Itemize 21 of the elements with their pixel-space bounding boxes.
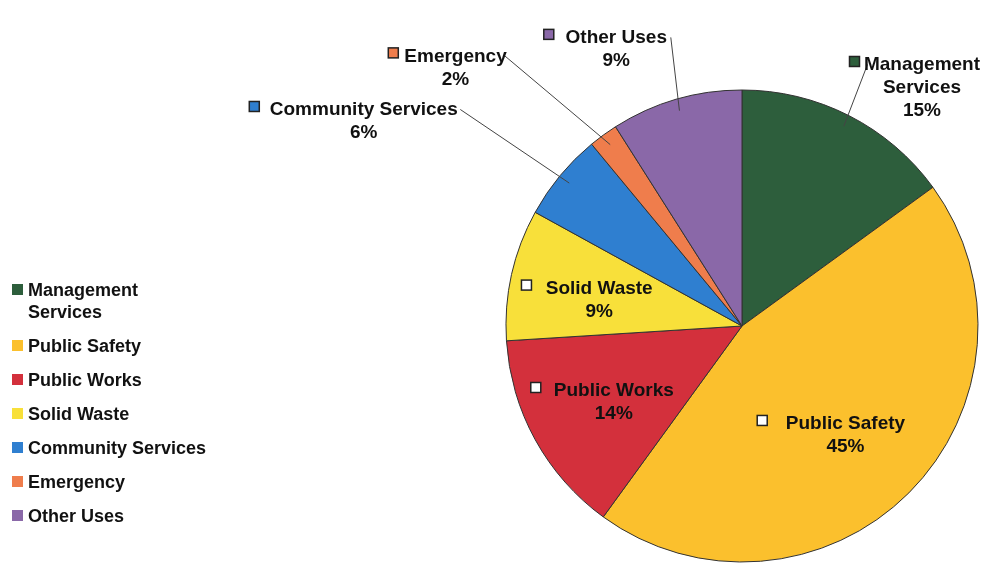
category-label: Emergency bbox=[28, 472, 126, 492]
slice-label: Solid Waste bbox=[545, 277, 653, 299]
data-label: 45% bbox=[826, 435, 865, 457]
legend-label: Emergency bbox=[404, 44, 508, 66]
category-label: Management Services bbox=[28, 280, 139, 322]
legend-label: Public Safety bbox=[28, 336, 142, 356]
data-label: 6% bbox=[350, 121, 378, 143]
legend-label: Management Services bbox=[863, 53, 981, 98]
data-label: 9% bbox=[585, 300, 614, 322]
legend-label: Community Services bbox=[269, 98, 458, 120]
data-label: 15% bbox=[902, 99, 942, 121]
legend-label: Public Works bbox=[28, 370, 142, 390]
legend-label: Solid Waste bbox=[28, 404, 130, 424]
category-label: Community Services bbox=[28, 438, 207, 458]
category-label: Other Uses bbox=[28, 506, 125, 526]
data-label: 9% bbox=[602, 49, 631, 71]
legend-label: Other Uses bbox=[565, 26, 667, 48]
data-label: 14% bbox=[594, 402, 633, 424]
slice-label: Public Works bbox=[553, 379, 674, 401]
data-label: 2% bbox=[441, 67, 470, 89]
slice-label: Public Safety bbox=[785, 412, 906, 434]
